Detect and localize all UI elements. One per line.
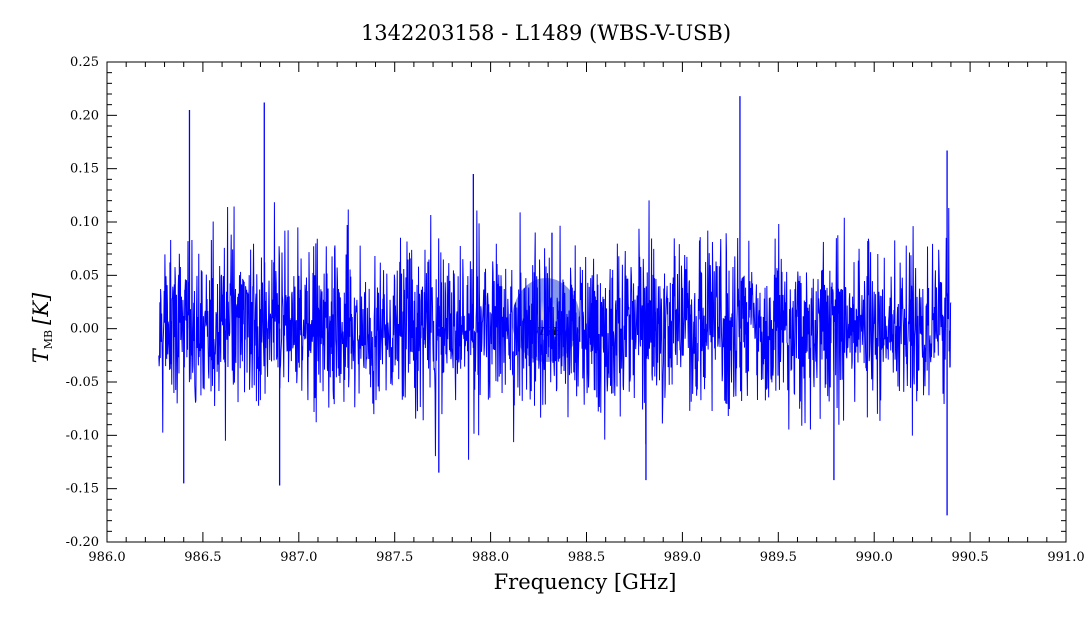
y-tick-label: 0.20 [70, 108, 99, 123]
x-tick-label: 986.0 [88, 550, 125, 565]
svg-text:TMB[K]: TMB [K] [29, 292, 55, 363]
x-axis-label: Frequency [GHz] [494, 570, 677, 594]
y-tick-label: 0.15 [70, 162, 99, 177]
x-tick-label: 990.5 [951, 550, 988, 565]
spectrum-line [158, 200, 952, 460]
y-tick-label: -0.05 [66, 375, 99, 390]
x-tick-label: 989.0 [664, 550, 701, 565]
x-tick-label: 989.5 [760, 550, 797, 565]
y-tick-label: 0.10 [70, 215, 99, 230]
x-tick-label: 990.0 [856, 550, 893, 565]
x-tick-label: 991.0 [1047, 550, 1084, 565]
x-tick-label: 988.0 [472, 550, 509, 565]
y-tick-label: 0.00 [70, 322, 99, 337]
y-label-subscript: MB [42, 330, 55, 349]
x-tick-label: 987.0 [280, 550, 317, 565]
axes-group: 986.0 986.5 987.0 987.5 988.0 988.5 989.0 989.5… [66, 55, 1085, 565]
x-tick-label: 986.5 [184, 550, 221, 565]
y-tick-label: -0.20 [66, 535, 99, 550]
y-tick-label: -0.10 [66, 428, 99, 443]
y-label-unit: [K] [29, 292, 53, 325]
x-tick-label: 987.5 [376, 550, 413, 565]
chart-title: 1342203158 - L1489 (WBS-V-USB) [361, 21, 731, 45]
y-tick-label: 0.05 [70, 268, 99, 283]
y-tick-label: 0.25 [70, 55, 99, 70]
y-axis-label: TMB [K] [29, 292, 55, 363]
y-tick-label: -0.15 [66, 482, 99, 497]
x-tick-label: 988.5 [568, 550, 605, 565]
y-label-main: T [29, 347, 53, 363]
series-group [158, 96, 952, 516]
